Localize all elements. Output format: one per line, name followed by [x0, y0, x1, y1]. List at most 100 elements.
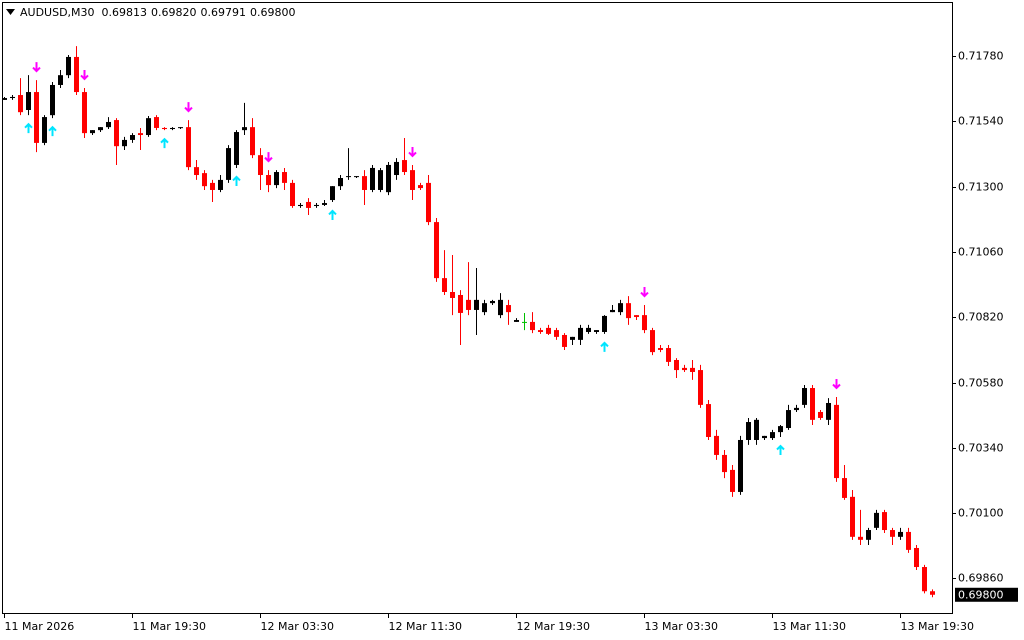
current-price-label: 0.69800 — [958, 588, 1004, 601]
candle-body — [858, 536, 863, 540]
candle-body — [98, 127, 103, 131]
buy-arrow — [160, 137, 169, 149]
candle-body — [714, 435, 719, 455]
candle-body — [58, 75, 63, 85]
candle-body — [706, 404, 711, 437]
y-tick-label: 0.70580 — [958, 377, 1004, 390]
candle-body — [842, 478, 847, 498]
candle-body — [930, 591, 935, 595]
candle-body — [298, 204, 303, 207]
candle-body — [306, 201, 311, 208]
candle-body — [122, 139, 127, 147]
candle-body — [210, 182, 215, 190]
candle-body — [378, 170, 383, 190]
candle-body — [682, 367, 687, 371]
candle-body — [514, 320, 519, 322]
candle-body — [130, 135, 135, 140]
candle-body — [154, 117, 159, 128]
candle-body — [282, 172, 287, 183]
candle-body — [402, 160, 407, 173]
candle-body — [770, 432, 775, 439]
candle-body — [370, 167, 375, 190]
x-tick-label: 12 Mar 19:30 — [517, 620, 590, 633]
x-tick-label: 13 Mar 19:30 — [901, 620, 974, 633]
y-tick-label: 0.71060 — [958, 246, 1004, 259]
buy-arrow — [24, 122, 33, 134]
candle-body — [546, 327, 551, 334]
x-tick-label: 12 Mar 03:30 — [261, 620, 334, 633]
plot-frame — [2, 2, 953, 614]
quote: 0.69820 — [151, 6, 197, 19]
candle-body — [826, 402, 831, 420]
buy-arrow — [600, 341, 609, 352]
candle-body — [138, 133, 143, 136]
candle-body — [834, 404, 839, 479]
y-tick-label: 0.70340 — [958, 442, 1004, 455]
candle-body — [698, 370, 703, 405]
candle-body — [354, 176, 359, 178]
candle-body — [74, 56, 79, 93]
candle-body — [738, 439, 743, 492]
candle-body — [474, 299, 479, 310]
candle-body — [754, 419, 759, 440]
candle-body — [202, 173, 207, 187]
candle-body — [226, 148, 231, 180]
collapse-triangle — [6, 9, 15, 15]
candle-body — [434, 222, 439, 279]
candle-body — [906, 531, 911, 550]
y-tick-label: 0.71300 — [958, 181, 1004, 194]
buy-arrow — [48, 125, 57, 137]
candle-body — [874, 512, 879, 528]
candle-body — [914, 547, 919, 568]
candle-body — [562, 334, 567, 347]
candle-body — [610, 309, 615, 313]
candle-body — [482, 303, 487, 313]
candle-body — [82, 92, 87, 134]
candle-body — [746, 422, 751, 440]
candle-body — [762, 435, 767, 439]
candle-body — [658, 348, 663, 350]
candle-body — [498, 299, 503, 316]
chart-header: AUDUSD,M30 0.69813 0.69820 0.69791 0.69800 — [20, 6, 296, 19]
x-tick-label: 13 Mar 03:30 — [645, 620, 718, 633]
candle-body — [394, 161, 399, 176]
candle-body — [634, 315, 639, 318]
candle-body — [330, 186, 335, 201]
candle-body — [258, 155, 263, 176]
candle-body — [538, 330, 543, 332]
candle-body — [178, 127, 183, 129]
candle-body — [642, 315, 647, 331]
candle-body — [26, 92, 31, 110]
candle-body — [778, 426, 783, 433]
sell-arrow — [408, 146, 417, 158]
candle-body — [818, 411, 823, 418]
x-tick-label: 11 Mar 19:30 — [133, 620, 206, 633]
candle-body — [106, 121, 111, 128]
candle-body — [450, 291, 455, 298]
candle-body — [194, 167, 199, 176]
candle-body — [578, 327, 583, 340]
candle-body — [114, 120, 119, 147]
candle-body — [602, 315, 607, 332]
candle-body — [786, 410, 791, 429]
candle-body — [146, 118, 151, 136]
candle-body — [250, 127, 255, 156]
x-tick-label: 13 Mar 11:30 — [773, 620, 846, 633]
candle-body — [898, 531, 903, 537]
candle-body — [530, 321, 535, 331]
candle-body — [810, 388, 815, 420]
candle-body — [218, 179, 223, 190]
sell-arrow — [832, 379, 841, 390]
candle-body — [10, 96, 15, 99]
quote: 0.69813 — [102, 6, 148, 19]
candle-body — [18, 95, 23, 113]
symbol: AUDUSD,M30 — [20, 6, 95, 19]
candle-body — [386, 164, 391, 193]
buy-arrow — [776, 444, 785, 455]
candle-body — [850, 496, 855, 537]
candle-body — [882, 512, 887, 531]
candle-body — [626, 303, 631, 319]
candle-body — [274, 172, 279, 186]
candle-body — [570, 336, 575, 340]
